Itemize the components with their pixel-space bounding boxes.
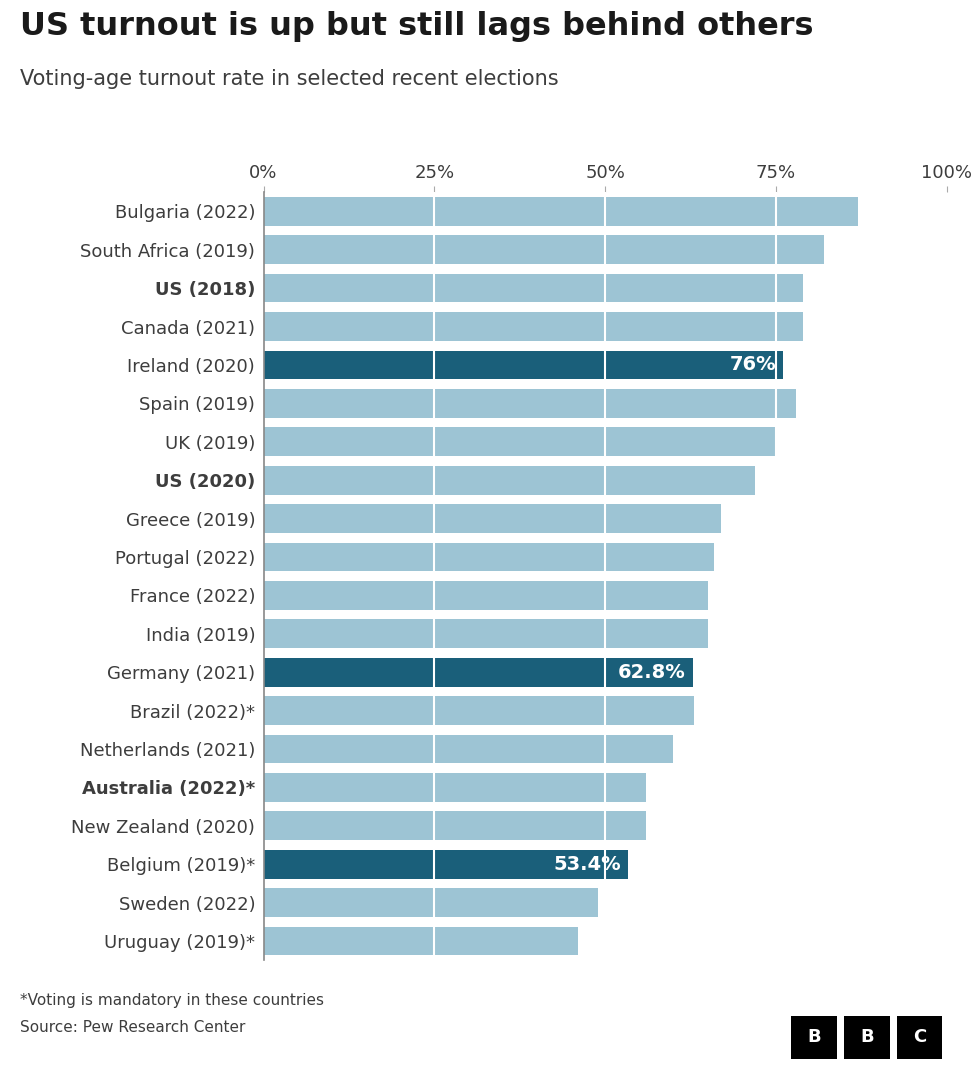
Bar (264, 888, 598, 918)
Bar (264, 389, 796, 417)
Text: Source: Pew Research Center: Source: Pew Research Center (20, 1020, 245, 1035)
Text: US turnout is up but still lags behind others: US turnout is up but still lags behind o… (20, 11, 813, 42)
Bar (264, 350, 783, 379)
Text: Voting-age turnout rate in selected recent elections: Voting-age turnout rate in selected rece… (20, 69, 558, 90)
Bar (264, 657, 693, 687)
Text: 62.8%: 62.8% (618, 663, 686, 682)
Bar (264, 849, 629, 879)
Bar (264, 427, 776, 456)
Text: B: B (860, 1028, 874, 1046)
FancyBboxPatch shape (792, 1016, 837, 1060)
Bar (264, 465, 755, 494)
Text: 76%: 76% (729, 355, 776, 375)
Bar (264, 811, 646, 841)
Text: B: B (807, 1028, 821, 1046)
Text: *Voting is mandatory in these countries: *Voting is mandatory in these countries (20, 993, 323, 1008)
Text: C: C (913, 1028, 926, 1046)
Bar (264, 312, 803, 340)
Bar (264, 236, 824, 264)
Bar (264, 505, 721, 532)
FancyBboxPatch shape (897, 1016, 943, 1060)
Text: 53.4%: 53.4% (554, 855, 622, 874)
Bar (264, 542, 714, 571)
Bar (264, 696, 694, 726)
Bar (264, 273, 803, 302)
Bar (264, 619, 708, 648)
FancyBboxPatch shape (844, 1016, 890, 1060)
Bar (264, 773, 646, 802)
Bar (264, 734, 673, 764)
Bar (264, 926, 578, 956)
Bar (264, 580, 708, 609)
Bar (264, 196, 858, 225)
